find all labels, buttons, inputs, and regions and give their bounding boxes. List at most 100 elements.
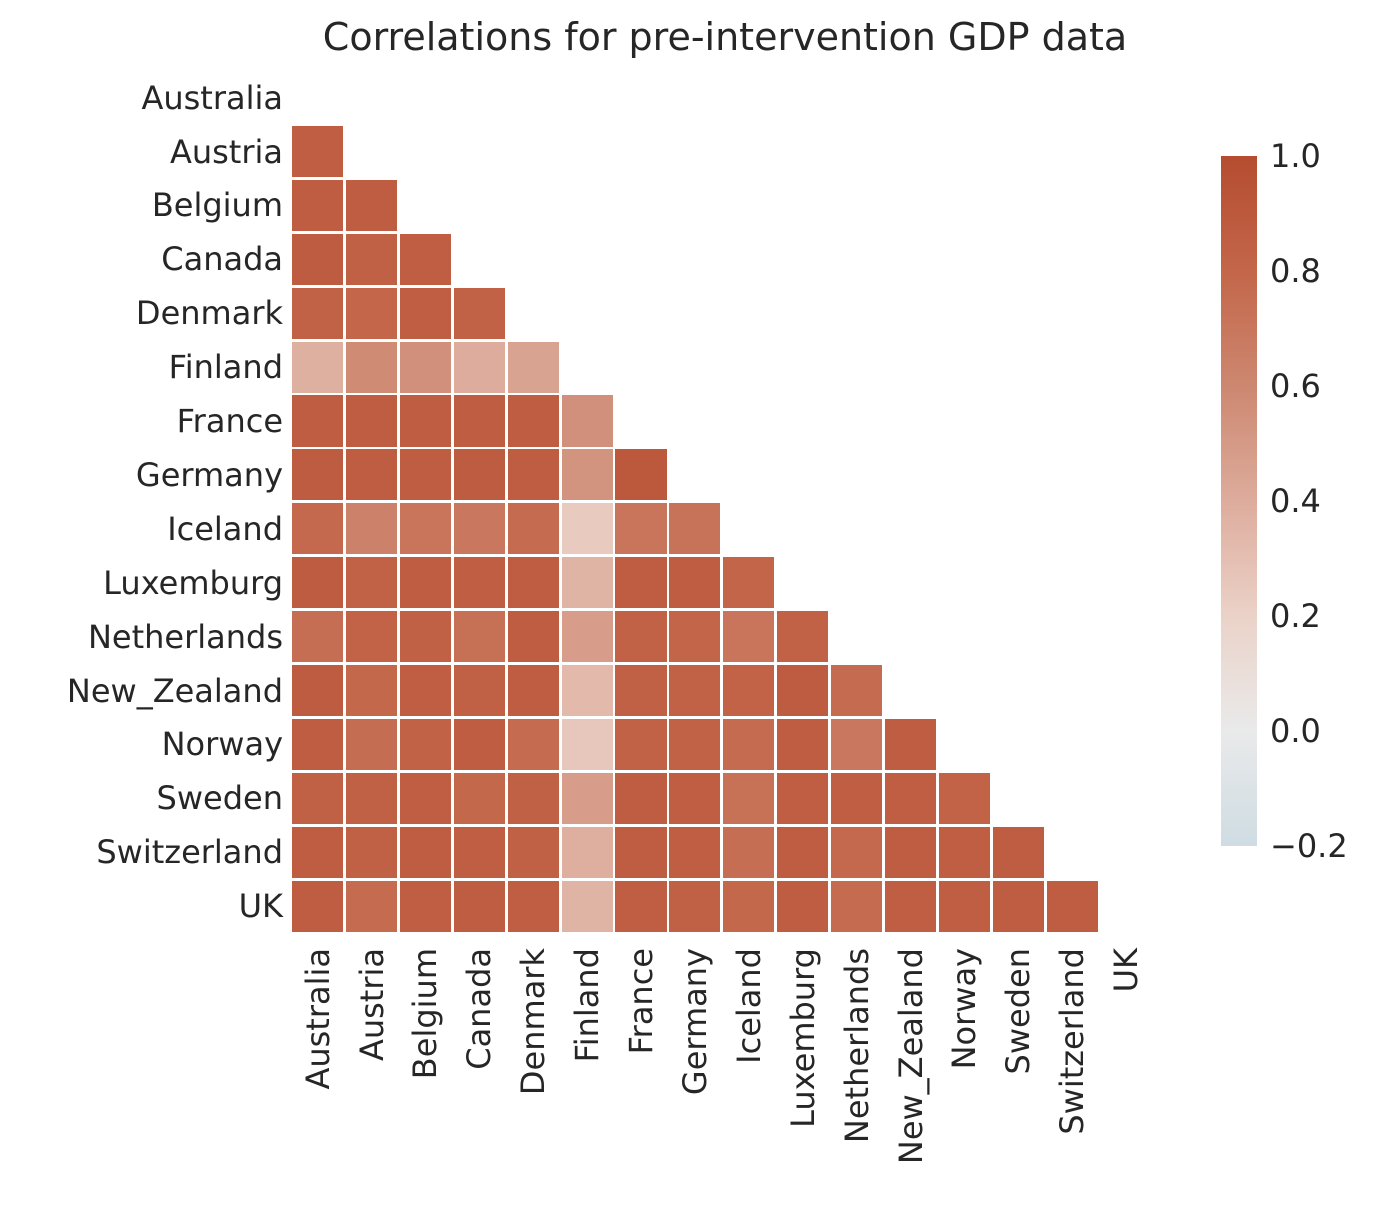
heatmap-cell [292, 826, 344, 878]
heatmap-cell [723, 611, 775, 663]
x-tick-label: Australia [298, 948, 337, 1090]
y-tick-label: Luxemburg [103, 563, 283, 602]
heatmap-cell [453, 880, 505, 932]
heatmap-cell [399, 880, 451, 932]
heatmap-cell [669, 880, 721, 932]
heatmap-cell [831, 718, 883, 770]
heatmap-cell [507, 664, 559, 717]
colorbar-tick-label: 0.2 [1270, 597, 1321, 635]
heatmap-cell [345, 179, 398, 231]
heatmap-cell [669, 718, 721, 770]
x-tick-label: UK [1107, 948, 1146, 993]
heatmap-cell [292, 664, 344, 717]
heatmap-cell [723, 772, 775, 824]
x-tick-label: Austria [352, 948, 391, 1062]
heatmap-cell [561, 395, 613, 447]
heatmap-cell [884, 880, 937, 932]
y-tick-label: Australia [141, 78, 283, 117]
heatmap-cell [453, 664, 505, 717]
heatmap-cell [399, 449, 451, 501]
heatmap-cell [777, 826, 829, 878]
y-tick-label: Finland [168, 348, 283, 387]
heatmap-cell [884, 718, 937, 770]
heatmap-cell [453, 772, 505, 824]
y-tick-label: Austria [169, 132, 283, 171]
heatmap-cell [399, 611, 451, 663]
heatmap-cell [292, 287, 344, 339]
heatmap-cell [345, 611, 398, 663]
heatmap-cell [507, 557, 559, 609]
heatmap-cell [453, 611, 505, 663]
heatmap-cell [615, 611, 667, 663]
heatmap-cell [399, 287, 451, 339]
heatmap-cell [399, 503, 451, 555]
heatmap-cell [292, 718, 344, 770]
x-tick-label: Switzerland [1053, 948, 1092, 1135]
heatmap-cell [399, 664, 451, 717]
x-tick-label: Norway [945, 948, 984, 1070]
heatmap-cell [507, 772, 559, 824]
heatmap-cell [669, 611, 721, 663]
heatmap-cell [399, 772, 451, 824]
heatmap-cell [992, 880, 1044, 932]
heatmap-cell [884, 826, 937, 878]
heatmap-cell [399, 826, 451, 878]
heatmap-cell [507, 880, 559, 932]
y-tick-label: Netherlands [87, 617, 283, 656]
heatmap-cell [345, 826, 398, 878]
heatmap-cell [507, 449, 559, 501]
heatmap-cell [453, 557, 505, 609]
heatmap-cell [831, 880, 883, 932]
heatmap-cell [615, 880, 667, 932]
heatmap-cell [345, 880, 398, 932]
x-tick-label: Sweden [999, 948, 1038, 1075]
x-tick-label: Denmark [514, 948, 553, 1096]
heatmap-cell [345, 664, 398, 717]
heatmap-cell [453, 503, 505, 555]
heatmap-cell [453, 287, 505, 339]
heatmap-cell [345, 341, 398, 393]
heatmap-cell [561, 611, 613, 663]
heatmap-cell [453, 718, 505, 770]
heatmap-cell [615, 664, 667, 717]
colorbar [1221, 156, 1257, 846]
heatmap-cell [507, 611, 559, 663]
colorbar-tick-label: 0.8 [1270, 252, 1321, 290]
y-tick-label: Denmark [135, 294, 283, 333]
heatmap-cell [292, 179, 344, 231]
heatmap-cell [399, 718, 451, 770]
heatmap-cell [453, 826, 505, 878]
heatmap-cell [345, 772, 398, 824]
heatmap-cell [615, 557, 667, 609]
y-tick-label: Belgium [151, 186, 283, 225]
heatmap-cell [292, 611, 344, 663]
heatmap-cell [561, 503, 613, 555]
heatmap-cell [292, 557, 344, 609]
heatmap-cell [345, 503, 398, 555]
x-tick-label: Finland [568, 948, 607, 1063]
heatmap-cell [507, 341, 559, 393]
heatmap-cell [561, 718, 613, 770]
heatmap-cell [723, 718, 775, 770]
heatmap-cell [507, 503, 559, 555]
heatmap-cell [345, 557, 398, 609]
x-tick-label: France [622, 948, 660, 1055]
heatmap-cell [399, 341, 451, 393]
x-tick-label: Iceland [729, 948, 768, 1064]
heatmap-cell [669, 826, 721, 878]
x-tick-label: New_Zealand [891, 948, 930, 1165]
heatmap-cell [831, 772, 883, 824]
heatmap-cell [399, 395, 451, 447]
y-tick-label: France [176, 402, 283, 440]
heatmap-cell [561, 449, 613, 501]
x-tick-label: Belgium [406, 948, 445, 1080]
heatmap-cell [561, 557, 613, 609]
x-tick-label: Germany [675, 948, 714, 1096]
heatmap-cell [507, 395, 559, 447]
heatmap-cell [453, 341, 505, 393]
y-tick-label: Canada [161, 240, 283, 279]
heatmap-cell [345, 718, 398, 770]
y-tick-label: Iceland [167, 509, 283, 548]
x-tick-label: Canada [460, 948, 499, 1070]
heatmap-cell [292, 395, 344, 447]
